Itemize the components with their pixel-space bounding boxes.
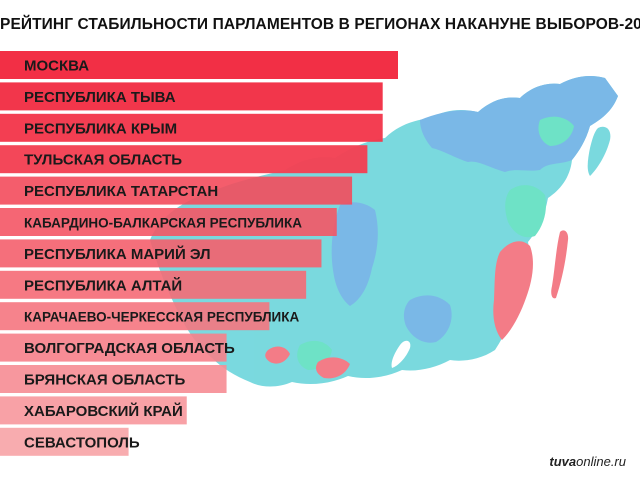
bar-label-8: РЕСПУБЛИКА АЛТАЙ (24, 276, 182, 294)
bar-label-5: РЕСПУБЛИКА ТАТАРСТАН (24, 183, 218, 200)
bar-9 (0, 302, 270, 331)
bar-label-7: РЕСПУБЛИКА МАРИЙ ЭЛ (24, 245, 211, 263)
map-region-far-east (538, 116, 574, 146)
bar-label-10: ВОЛГОГРАДСКАЯ ОБЛАСТЬ (24, 340, 235, 357)
bar-chart: МОСКВА РЕСПУБЛИКА ТЫВА РЕСПУБЛИКА КРЫМ ТУЛЬ… (0, 51, 398, 456)
bar-3 (0, 113, 383, 142)
bar-label-1: МОСКВА (24, 58, 89, 75)
bar-5 (0, 176, 353, 205)
map-region-khabarovsk (493, 241, 533, 340)
bar-label-2: РЕСПУБЛИКА ТЫВА (24, 89, 176, 106)
map-region-kamchatka (587, 126, 611, 176)
bar-label-9: КАРАЧАЕВО-ЧЕРКЕССКАЯ РЕСПУБЛИКА (24, 310, 299, 325)
bar-label-3: РЕСПУБЛИКА КРЫМ (24, 120, 177, 137)
map-region-altai (265, 346, 290, 364)
map-region-north-east (420, 76, 618, 172)
source-credit-bold: tuva (549, 454, 577, 469)
bar-label-4: ТУЛЬСКАЯ ОБЛАСТЬ (24, 152, 182, 169)
bar-1 (0, 51, 398, 79)
bar-13 (0, 427, 129, 456)
bar-2 (0, 82, 383, 111)
bar-8 (0, 270, 307, 299)
map-region-yakutia (505, 185, 546, 238)
bar-7 (0, 239, 322, 268)
bar-label-13: СЕВАСТОПОЛЬ (24, 434, 140, 451)
map-region-sakhalin (551, 230, 569, 299)
chart-title: РЕЙТИНГ СТАБИЛЬНОСТИ ПАРЛАМЕНТОВ В РЕГИО… (0, 16, 640, 33)
map-region-siberia (331, 202, 378, 306)
source-credit-rest: online.ru (576, 454, 626, 469)
bar-11 (0, 365, 227, 393)
map-lake-baikal (391, 340, 411, 368)
bar-label-12: ХАБАРОВСКИЙ КРАЙ (24, 402, 183, 420)
bar-4 (0, 145, 368, 174)
bar-6 (0, 208, 337, 236)
bar-label-6: КАБАРДИНО-БАЛКАРСКАЯ РЕСПУБЛИКА (24, 216, 302, 231)
map-region-center (403, 295, 452, 343)
source-credit: tuvaonline.ru (549, 454, 626, 469)
bar-10 (0, 333, 227, 362)
map-region-tyva (316, 357, 350, 379)
bar-12 (0, 396, 187, 425)
bar-label-11: БРЯНСКАЯ ОБЛАСТЬ (24, 372, 185, 389)
